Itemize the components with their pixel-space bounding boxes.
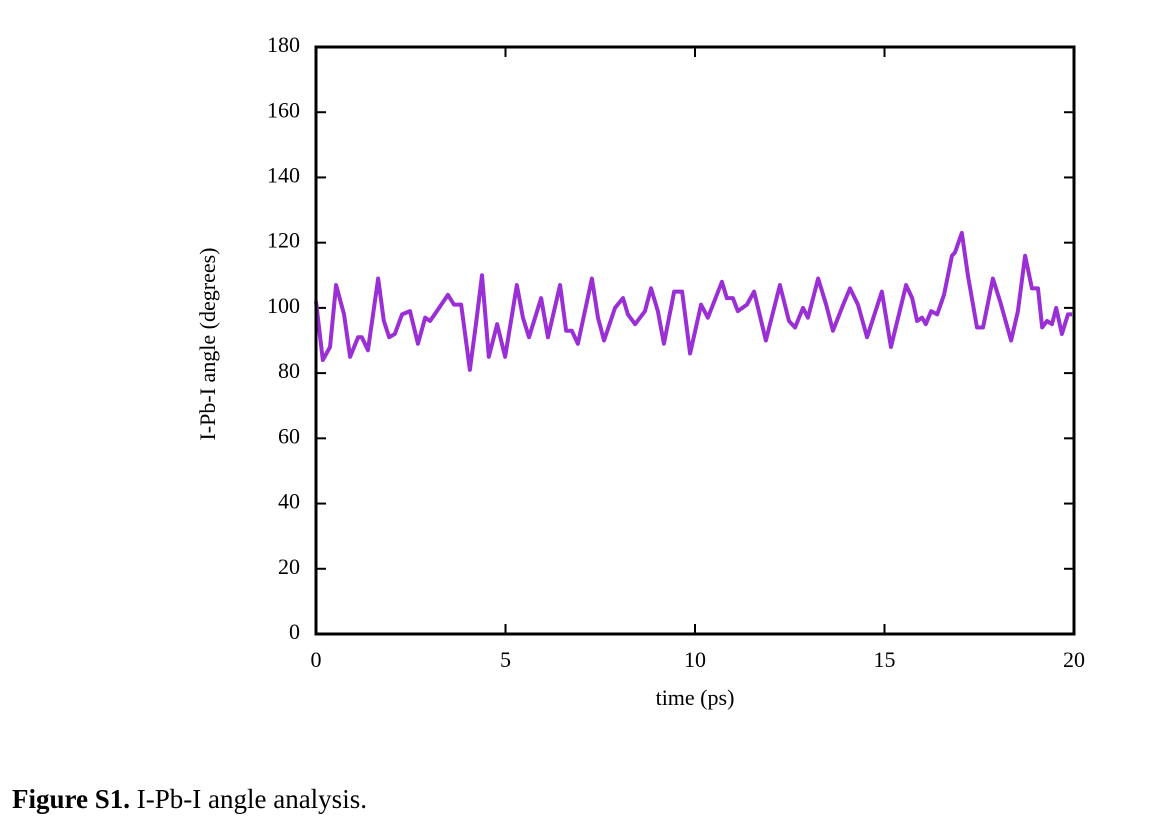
x-tick-label: 5 [500,647,511,672]
y-tick-label: 40 [278,489,300,514]
x-tick-label: 10 [684,647,706,672]
y-tick-label: 120 [267,228,300,253]
plot-frame [314,45,1076,636]
x-axis-label: time (ps) [656,685,735,710]
x-tick-label: 20 [1063,647,1085,672]
y-tick-label: 180 [267,32,300,57]
y-tick-label: 20 [278,554,300,579]
x-tick-label: 15 [874,647,896,672]
x-tick-label: 0 [311,647,322,672]
y-tick-label: 140 [267,162,300,187]
y-tick-label: 60 [278,423,300,448]
y-tick-label: 160 [267,97,300,122]
data-line [314,230,1073,372]
y-axis-label: I-Pb-I angle (degrees) [195,247,220,440]
caption: Figure S1. I-Pb-I angle analysis. [12,784,367,814]
caption-label: Figure S1. [12,784,130,814]
y-tick-label: 80 [278,358,300,383]
caption-text: I-Pb-I angle analysis. [137,784,367,814]
y-tick-label: 0 [289,619,300,644]
y-tick-label: 100 [267,293,300,318]
